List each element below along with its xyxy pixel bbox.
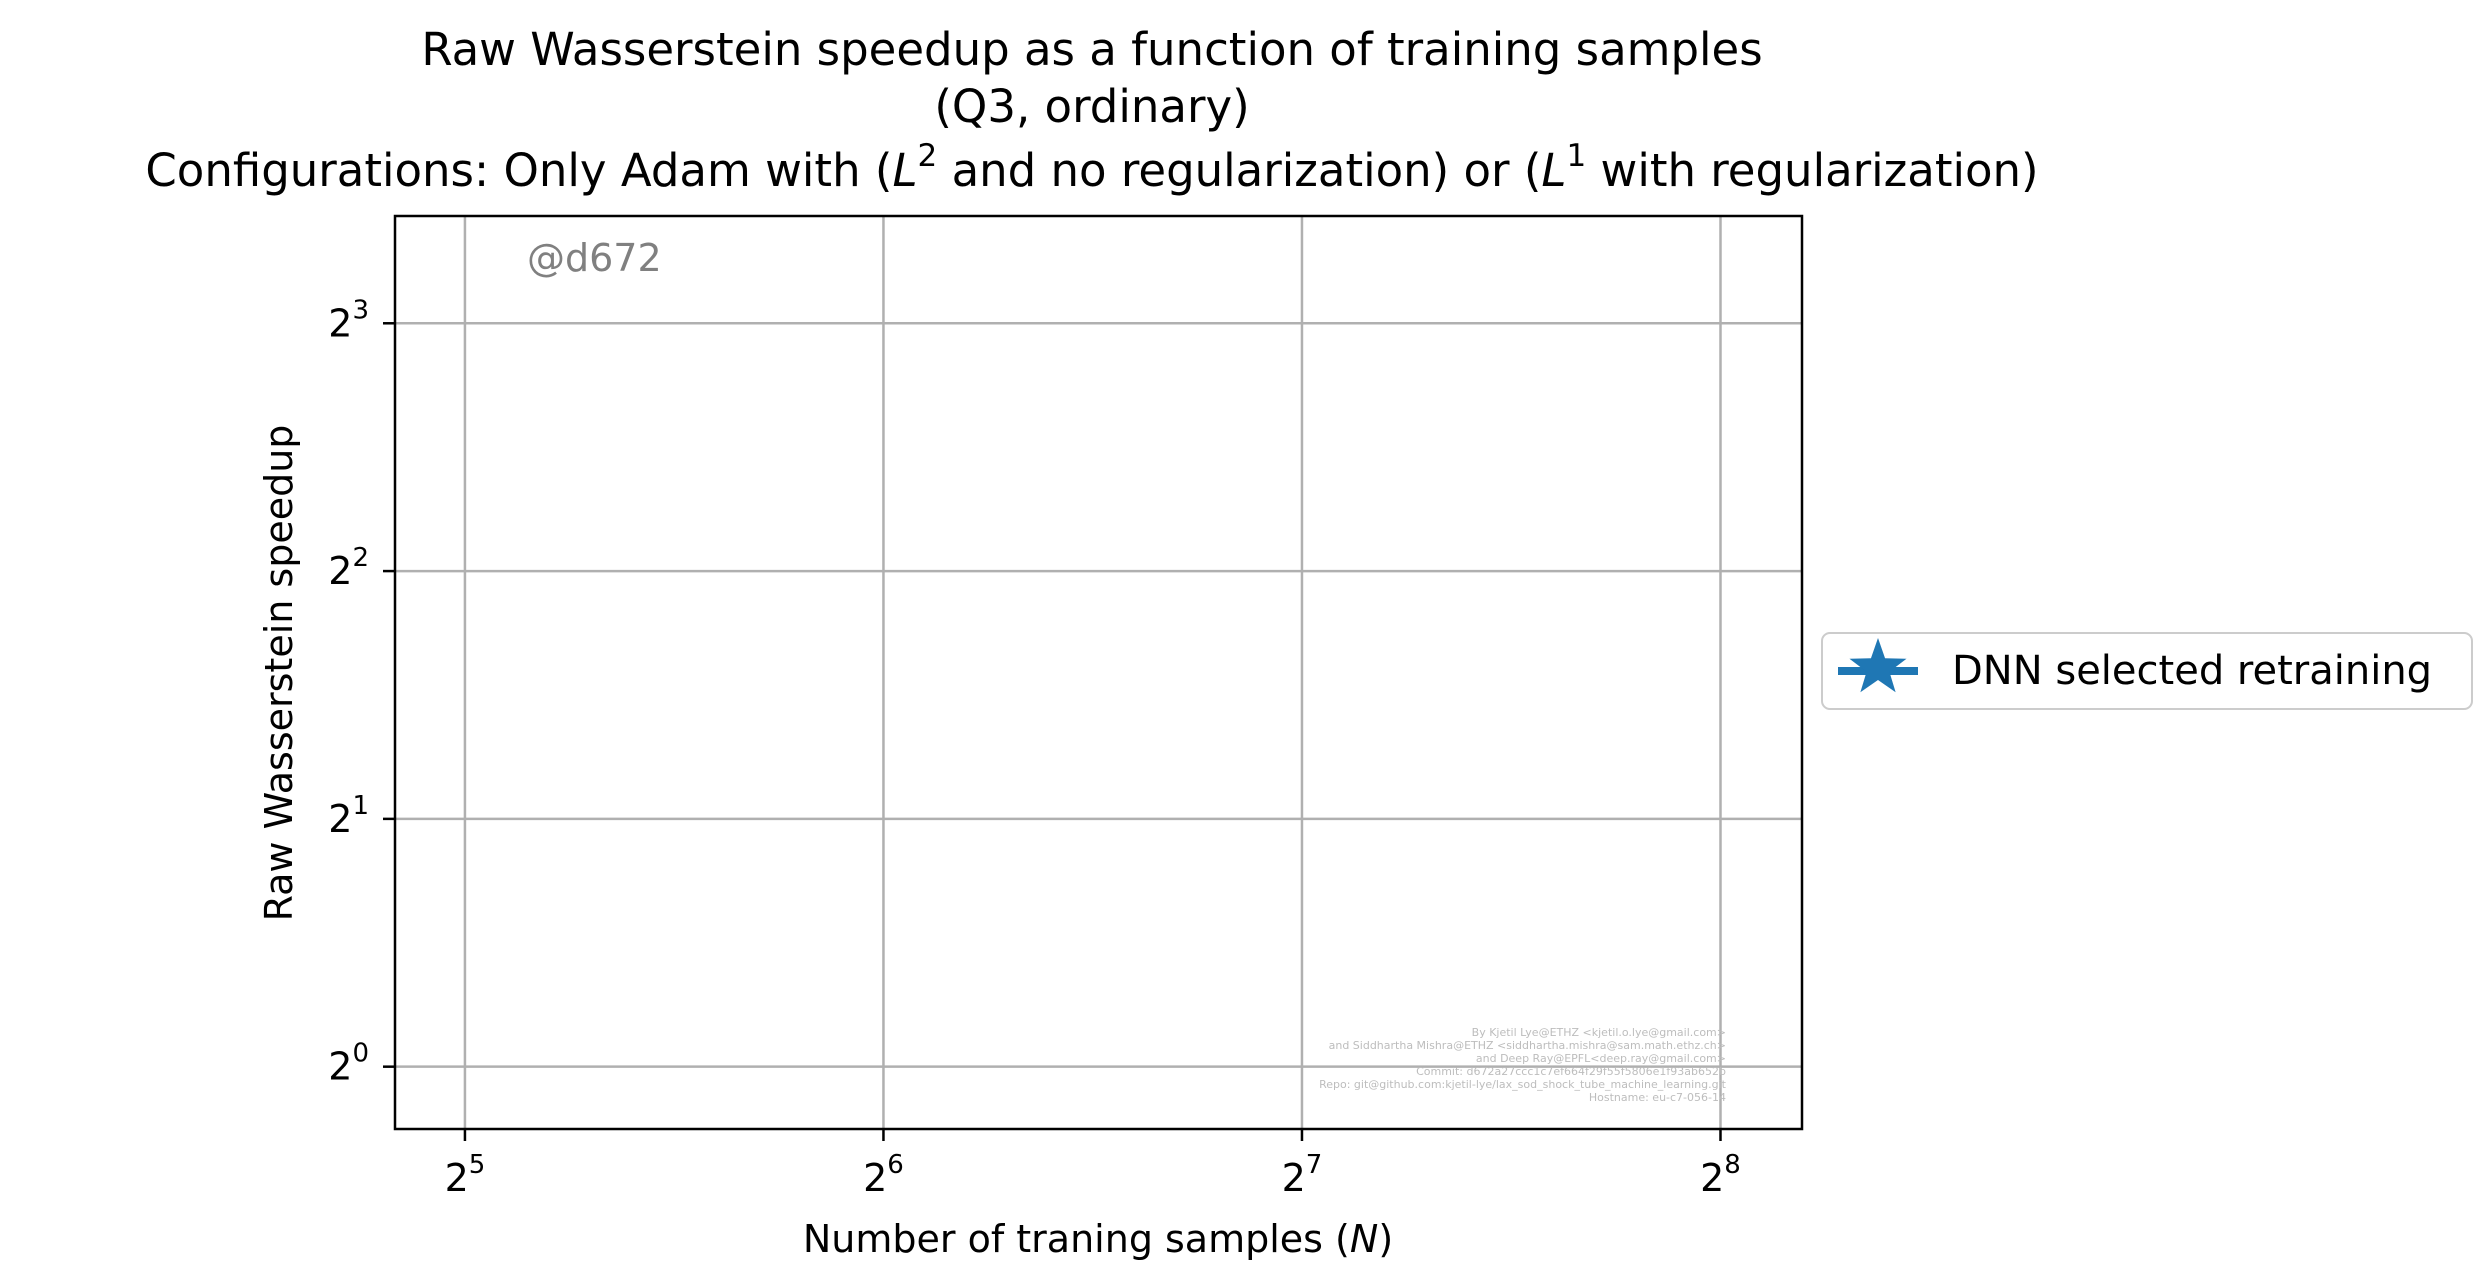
y-tick-label: 20 — [328, 1039, 369, 1089]
title3-var-2: L — [1541, 144, 1566, 197]
xlabel-pre: Number of traning samples ( — [803, 1217, 1350, 1261]
title3-pre: Configurations: Only Adam with ( — [145, 144, 892, 197]
plot-frame — [393, 214, 1804, 1131]
x-axis-label: Number of traning samples (N) — [803, 1217, 1393, 1261]
legend-star-marker — [1849, 638, 1907, 693]
chart-title-line-2: (Q3, ordinary) — [934, 80, 1249, 133]
x-tick-label: 27 — [1282, 1150, 1323, 1200]
y-tick-label: 22 — [328, 543, 369, 593]
x-tick-label: 25 — [445, 1150, 486, 1200]
title3-mid: and no regularization) or ( — [937, 144, 1541, 197]
footer-line: By Kjetil Lye@ETHZ <kjetil.o.lye@gmail.c… — [1472, 1026, 1726, 1039]
attribution-footer: By Kjetil Lye@ETHZ <kjetil.o.lye@gmail.c… — [1319, 1026, 1727, 1104]
watermark-text: @d672 — [527, 236, 662, 280]
chart-title-line-3: Configurations: Only Adam with (L2 and n… — [145, 138, 2038, 197]
y-tick-label: 21 — [328, 791, 369, 841]
x-tick-label: 28 — [1700, 1150, 1741, 1200]
footer-line: Commit: d672a27ccc1c7ef664f29f55f5806e1f… — [1416, 1065, 1726, 1078]
chart-title-line-1: Raw Wasserstein speedup as a function of… — [421, 23, 1762, 76]
footer-line: and Deep Ray@EPFL<deep.ray@gmail.com> — [1476, 1052, 1726, 1065]
legend: DNN selected retraining — [1821, 632, 2473, 710]
title3-post: with regularization) — [1586, 144, 2038, 197]
title3-var-1: L — [892, 144, 917, 197]
legend-box — [1821, 632, 2473, 710]
y-axis-label: Raw Wasserstein speedup — [257, 425, 301, 922]
ticks: 25 26 27 28 20 21 22 23 — [328, 295, 1741, 1200]
xlabel-var: N — [1350, 1217, 1378, 1261]
legend-label: DNN selected retraining — [1952, 648, 2432, 694]
y-tick-label: 23 — [328, 295, 369, 345]
footer-line: Repo: git@github.com:kjetil-lye/lax_sod_… — [1319, 1078, 1727, 1091]
x-tick-label: 26 — [863, 1150, 904, 1200]
grid-lines — [395, 216, 1802, 1129]
footer-line: Hostname: eu-c7-056-14 — [1589, 1091, 1726, 1104]
footer-line: and Siddhartha Mishra@ETHZ <siddhartha.m… — [1329, 1039, 1726, 1052]
xlabel-post: ) — [1378, 1217, 1393, 1261]
title3-sup-1: 2 — [918, 138, 938, 174]
title3-sup-2: 1 — [1566, 138, 1586, 174]
